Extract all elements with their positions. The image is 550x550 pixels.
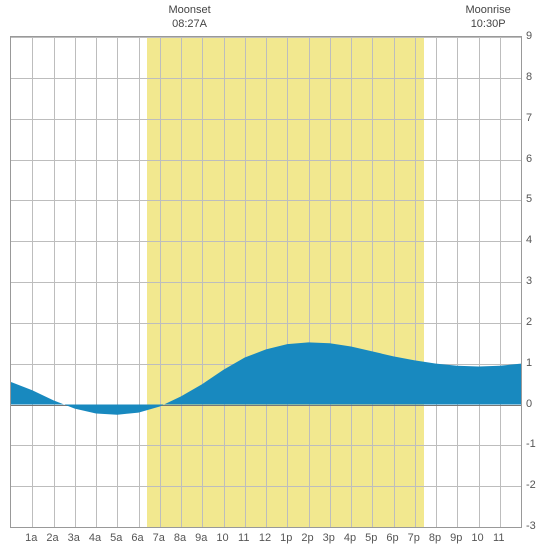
y-tick-label: 9 xyxy=(526,30,532,42)
x-tick-label: 6p xyxy=(386,532,398,544)
x-tick-label: 7p xyxy=(408,532,420,544)
x-tick-label: 5a xyxy=(110,532,122,544)
y-tick-label: 2 xyxy=(526,316,532,328)
y-tick-label: 3 xyxy=(526,275,532,287)
y-tick-label: -3 xyxy=(526,520,536,532)
x-tick-label: 10 xyxy=(216,532,228,544)
x-tick-label: 4a xyxy=(89,532,101,544)
y-tick-label: 4 xyxy=(526,234,532,246)
moonset-time: 08:27A xyxy=(160,18,220,32)
x-tick-label: 7a xyxy=(153,532,165,544)
x-tick-label: 8p xyxy=(429,532,441,544)
y-tick-label: 6 xyxy=(526,153,532,165)
moonrise-time: 10:30P xyxy=(458,18,518,32)
tide-path xyxy=(11,342,521,414)
moonset-label: Moonset 08:27A xyxy=(160,4,220,32)
x-tick-label: 8a xyxy=(174,532,186,544)
x-tick-label: 11 xyxy=(238,532,249,544)
y-tick-label: -2 xyxy=(526,479,536,491)
x-tick-label: 4p xyxy=(344,532,356,544)
x-tick-label: 3p xyxy=(323,532,335,544)
x-tick-label: 6a xyxy=(131,532,143,544)
gridline-horizontal xyxy=(11,527,521,528)
tide-area-curve xyxy=(11,37,521,527)
x-tick-label: 2p xyxy=(301,532,313,544)
y-tick-label: 1 xyxy=(526,357,532,369)
x-tick-label: 1a xyxy=(25,532,37,544)
x-tick-label: 5p xyxy=(365,532,377,544)
y-tick-label: 5 xyxy=(526,193,532,205)
moonset-title: Moonset xyxy=(160,4,220,18)
moonrise-label: Moonrise 10:30P xyxy=(458,4,518,32)
y-tick-label: -1 xyxy=(526,438,536,450)
x-tick-label: 12 xyxy=(259,532,271,544)
x-tick-label: 11 xyxy=(493,532,504,544)
tide-chart-container: Moonset 08:27A Moonrise 10:30P 1a 2a 3a 4a 5… xyxy=(0,0,550,550)
y-tick-label: 0 xyxy=(526,398,532,410)
y-tick-label: 8 xyxy=(526,71,532,83)
moonrise-title: Moonrise xyxy=(458,4,518,18)
chart-plot-area xyxy=(10,36,522,528)
x-tick-label: 3a xyxy=(68,532,80,544)
x-tick-label: 2a xyxy=(46,532,58,544)
x-tick-label: 1p xyxy=(280,532,292,544)
x-tick-label: 9a xyxy=(195,532,207,544)
y-tick-label: 7 xyxy=(526,112,532,124)
x-tick-label: 10 xyxy=(471,532,483,544)
x-tick-label: 9p xyxy=(450,532,462,544)
